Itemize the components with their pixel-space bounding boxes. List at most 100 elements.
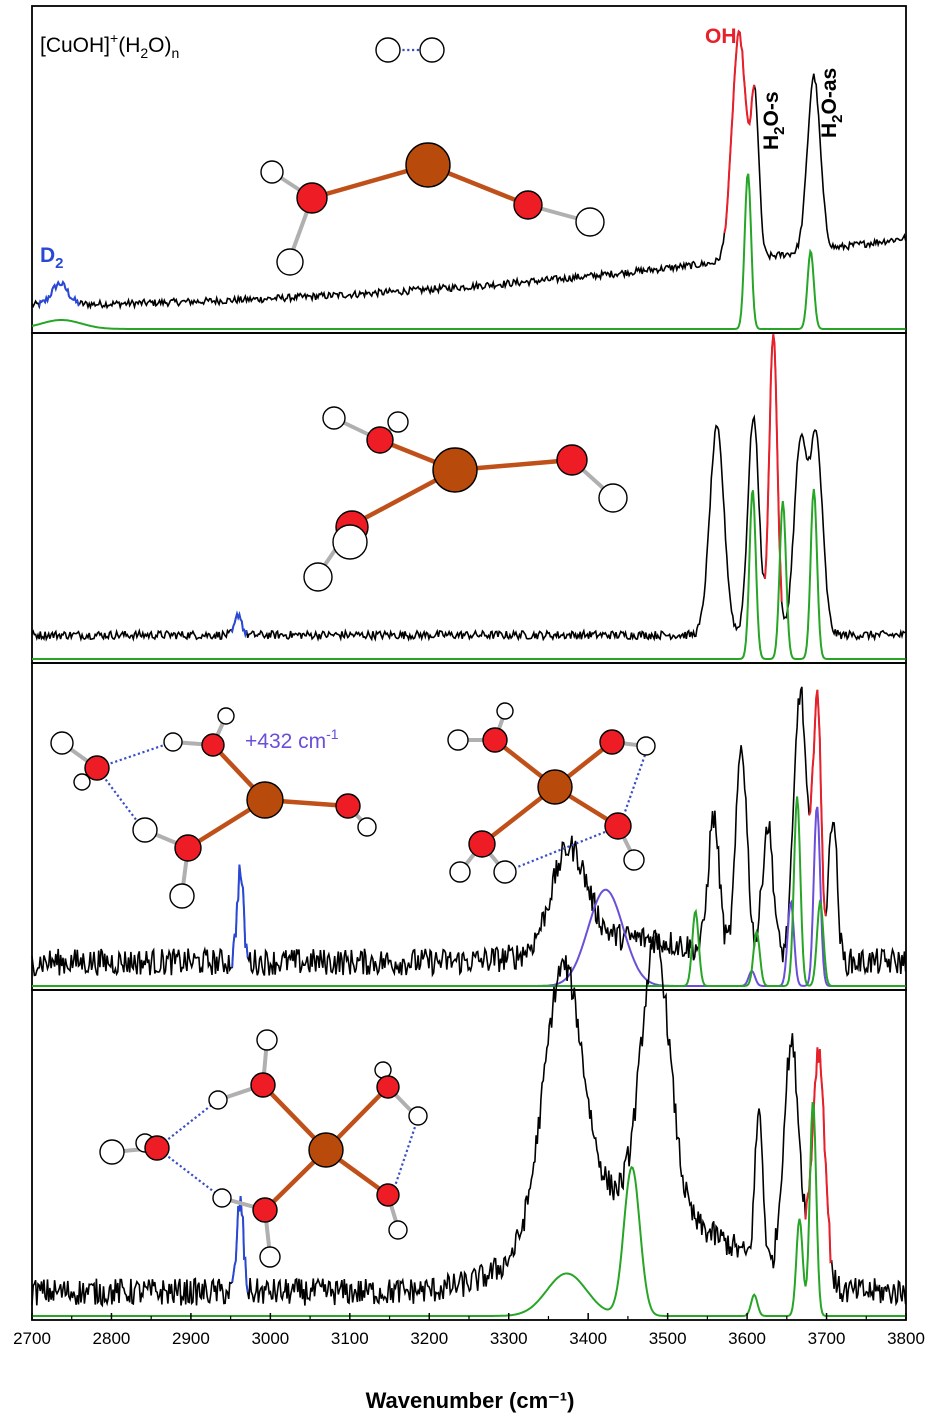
hbond	[156, 1099, 219, 1149]
cu-atom	[308, 1132, 344, 1168]
x-tick-label: 2800	[93, 1329, 131, 1348]
cu-atom	[537, 769, 573, 805]
h-atom	[493, 860, 517, 884]
x-tick-label: 3200	[410, 1329, 448, 1348]
h-atom	[260, 160, 284, 184]
o-atom	[599, 729, 625, 755]
o-atom	[250, 1072, 276, 1098]
o-atom	[376, 1075, 400, 1099]
h-atom	[132, 817, 158, 843]
h-atom	[276, 248, 304, 276]
d2-band-highlight	[231, 864, 249, 968]
spectra-panels	[31, 5, 907, 1321]
o-atom	[84, 755, 110, 781]
x-tick-label: 3000	[251, 1329, 289, 1348]
d2-label: D2	[40, 244, 64, 272]
x-tick-label: 3500	[649, 1329, 687, 1348]
o-atom	[144, 1135, 170, 1161]
experiment-trace	[31, 334, 906, 642]
panel-frame	[31, 662, 907, 991]
cu-atom	[432, 447, 478, 493]
h-atom	[73, 773, 91, 791]
h-atom	[598, 483, 628, 513]
cu-atom	[246, 781, 284, 819]
h-atom	[99, 1139, 125, 1165]
h-atom	[419, 37, 445, 63]
h-atom	[212, 1188, 232, 1208]
formula-label: [CuOH]+(H2O)n	[40, 30, 179, 61]
h-atom	[303, 562, 333, 592]
h-atom	[447, 729, 469, 751]
o-atom	[335, 793, 361, 819]
oh-band-highlight	[764, 334, 783, 602]
h-atom	[575, 207, 605, 237]
hbond	[504, 824, 621, 874]
hbond	[156, 1147, 223, 1199]
h-atom	[332, 524, 368, 560]
x-tick-label: 3300	[490, 1329, 528, 1348]
x-tick-label: 3700	[808, 1329, 846, 1348]
o-atom	[376, 1183, 400, 1207]
structure-n4	[99, 1029, 428, 1268]
isomer-energy-label: +432 cm-1	[245, 726, 339, 753]
o-atom	[513, 190, 543, 220]
calculated-trace	[31, 173, 906, 330]
o-atom	[366, 426, 394, 454]
x-tick-label: 3600	[728, 1329, 766, 1348]
x-tick-label: 3100	[331, 1329, 369, 1348]
h-atom	[496, 702, 514, 720]
calculated-trace	[32, 488, 906, 660]
h-atom	[208, 1090, 228, 1110]
h-atom	[375, 37, 401, 63]
d2-molecule	[375, 37, 445, 63]
h-atom	[449, 861, 471, 883]
o-atom	[604, 812, 632, 840]
d2-band-highlight	[230, 610, 248, 639]
d2-band-highlight	[231, 1196, 249, 1293]
calculated-trace	[32, 796, 906, 987]
h-atom	[357, 817, 377, 837]
h-atom	[163, 732, 183, 752]
h-atom	[408, 1106, 428, 1126]
o-atom	[174, 834, 202, 862]
o-atom	[296, 182, 328, 214]
x-tick-label: 3400	[569, 1329, 607, 1348]
h-atom	[387, 411, 409, 433]
experiment-trace	[31, 29, 907, 311]
h-atom	[322, 406, 346, 430]
h-atom	[636, 736, 656, 756]
x-tick-label: 2700	[13, 1329, 51, 1348]
hbond	[96, 767, 141, 826]
x-axis-label: Wavenumber (cm⁻¹)	[366, 1388, 575, 1413]
panel-2	[31, 332, 907, 664]
h-atom	[623, 849, 645, 871]
x-axis: 2700 2800 2900 3000 3100 3200 3300 3400 3500 3600…	[13, 1313, 925, 1348]
h-atom	[217, 707, 235, 725]
structure-n1	[260, 142, 605, 276]
experiment-trace	[31, 686, 907, 978]
cu-atom	[405, 142, 451, 188]
hbond	[390, 1117, 420, 1196]
o-atom	[201, 733, 225, 757]
experiment-trace	[31, 929, 907, 1308]
structure-n3-isomer-a	[50, 707, 377, 909]
h-atom	[169, 883, 195, 909]
o-atom	[556, 444, 588, 476]
panel-4	[31, 929, 907, 1321]
o-atom	[252, 1197, 278, 1223]
oh-band-highlight	[808, 689, 827, 917]
h-atom	[50, 731, 74, 755]
h-atom	[388, 1220, 408, 1240]
structure-n3-isomer-b	[447, 702, 656, 884]
x-tick-label: 3800	[887, 1329, 925, 1348]
d2-band-highlight	[38, 279, 81, 307]
o-atom	[468, 830, 496, 858]
hbond	[96, 740, 174, 770]
oh-band-highlight	[723, 29, 756, 234]
h-atom	[256, 1029, 278, 1051]
x-tick-label: 2900	[172, 1329, 210, 1348]
oh-label: OH	[705, 25, 737, 48]
h-atom	[259, 1246, 281, 1268]
structure-n2	[303, 406, 628, 592]
